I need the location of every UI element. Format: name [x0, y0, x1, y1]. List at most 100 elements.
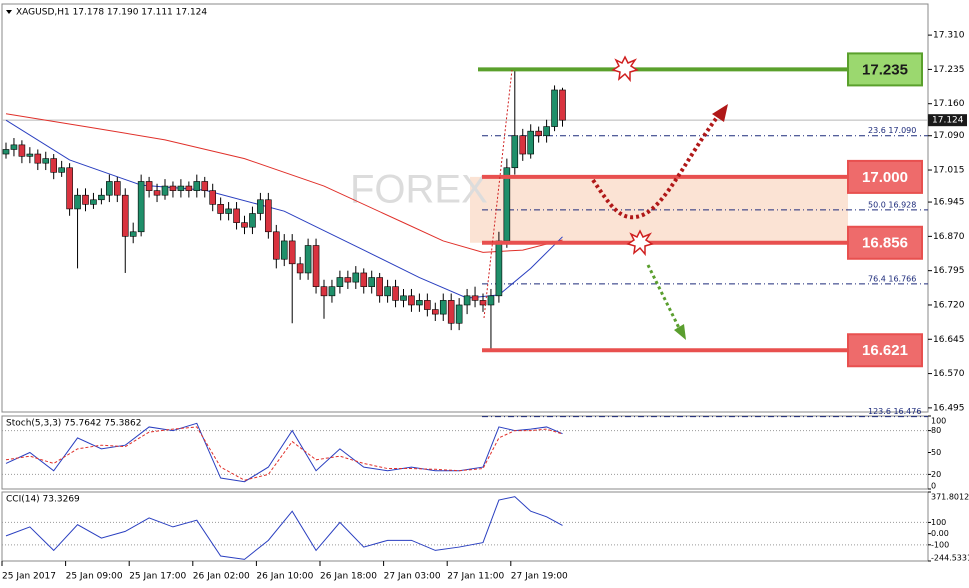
candle-body — [177, 185, 185, 191]
y-tick-label: 100 — [931, 518, 946, 527]
breakout-icon — [626, 229, 654, 257]
candle-body — [344, 277, 352, 283]
y-tick-label: -244.5331 — [931, 554, 969, 563]
candle-body — [161, 185, 169, 196]
x-tick-label: 27 Jan 03:00 — [384, 572, 441, 582]
x-tick-label: 25 Jan 2017 — [2, 572, 56, 582]
candle-body — [320, 286, 328, 297]
fib-label: 50.0 16.928 — [868, 200, 916, 209]
candle-body — [424, 300, 431, 310]
candle-body — [2, 149, 10, 155]
candle-body — [479, 300, 487, 306]
candle-body — [439, 300, 447, 315]
candle-body — [217, 204, 224, 214]
candle-body — [129, 231, 137, 237]
candle-body — [74, 194, 81, 210]
last-price-label: 17.124 — [932, 116, 964, 126]
level-label: 17.000 — [862, 169, 908, 186]
candle-body — [114, 181, 121, 196]
candle-body — [487, 295, 495, 306]
y-tick-label: 0.00 — [931, 529, 949, 538]
y-tick-label: 20 — [931, 470, 941, 479]
candle-body — [511, 135, 519, 169]
candle-body — [463, 295, 471, 306]
candle-body — [416, 300, 423, 306]
bullish-arrow — [591, 114, 720, 220]
last-price-box — [928, 114, 967, 127]
candle-body — [66, 167, 73, 210]
indicator-line — [5, 496, 563, 560]
candle-body — [137, 181, 145, 233]
y-tick-label: 16.495 — [933, 403, 965, 413]
watermark: FOREX — [350, 168, 488, 212]
candle-body — [384, 286, 391, 297]
level-label: 17.235 — [862, 61, 908, 78]
candle-body — [225, 208, 232, 214]
indicator-title: CCI(14) 73.3269 — [6, 495, 80, 505]
y-tick-label: 16.795 — [933, 266, 965, 276]
candle-body — [551, 89, 558, 127]
x-tick-label: 26 Jan 18:00 — [320, 572, 377, 582]
candle-body — [471, 295, 479, 301]
level-box — [847, 333, 923, 368]
level-label: 16.621 — [862, 342, 908, 359]
candle-body — [400, 295, 407, 301]
breakout-icon — [611, 55, 639, 83]
candle-body — [169, 185, 177, 191]
candle-body — [42, 158, 50, 164]
candle-body — [121, 194, 129, 237]
arrow-head — [712, 104, 728, 122]
candle-body — [193, 181, 201, 191]
arrow-head — [674, 324, 686, 340]
candle-body — [543, 126, 550, 137]
candle-body — [10, 144, 18, 150]
fib-label: 76.4 16.766 — [868, 274, 916, 283]
candle-body — [185, 185, 193, 191]
candle-body — [559, 89, 566, 121]
x-tick-label: 26 Jan 10:00 — [256, 572, 313, 582]
y-tick-label: 17.015 — [933, 166, 965, 176]
y-tick-label: 16.870 — [933, 232, 965, 242]
y-tick-label: 0 — [931, 482, 936, 491]
bearish-arrow — [646, 264, 682, 331]
x-tick-label: 25 Jan 17:00 — [129, 572, 186, 582]
candle-body — [376, 277, 383, 297]
x-tick-label: 25 Jan 09:00 — [66, 572, 123, 582]
x-tick-label: 27 Jan 19:00 — [511, 572, 568, 582]
candle-body — [368, 277, 376, 287]
y-tick-label: 17.090 — [933, 131, 965, 141]
candle-body — [304, 245, 312, 274]
chart-title: XAGUSD,H1 17.178 17.190 17.111 17.124 — [16, 8, 207, 18]
y-tick-label: 80 — [931, 426, 941, 435]
candle-body — [527, 130, 535, 155]
candle-body — [431, 309, 439, 315]
candle-body — [90, 199, 97, 205]
candle-body — [288, 240, 296, 265]
x-tick-label: 27 Jan 11:00 — [447, 572, 504, 582]
fib-label: 123.6 16.476 — [868, 407, 921, 416]
menu-marker — [6, 10, 12, 14]
candle-body — [201, 181, 209, 191]
y-tick-label: -100 — [931, 540, 949, 549]
y-tick-label: 16.720 — [933, 300, 965, 310]
y-tick-label: 17.235 — [933, 65, 965, 75]
candle-body — [98, 194, 105, 201]
level-box — [847, 225, 923, 260]
candle-body — [360, 272, 368, 287]
candle-body — [272, 231, 280, 260]
candle-body — [58, 167, 65, 173]
candle-body — [241, 222, 248, 228]
y-tick-label: 16.945 — [933, 198, 965, 208]
y-tick-label: 50 — [931, 448, 941, 457]
candle-body — [209, 190, 216, 205]
candle-body — [495, 240, 503, 297]
x-tick-label: 26 Jan 02:00 — [193, 572, 250, 582]
candle-body — [153, 190, 161, 196]
y-tick-label: 100 — [931, 417, 946, 426]
candle-body — [519, 135, 527, 155]
candle-body — [312, 245, 320, 287]
level-box — [847, 52, 923, 87]
candle-body — [535, 130, 542, 137]
fib-label: 23.6 17.090 — [868, 126, 916, 135]
